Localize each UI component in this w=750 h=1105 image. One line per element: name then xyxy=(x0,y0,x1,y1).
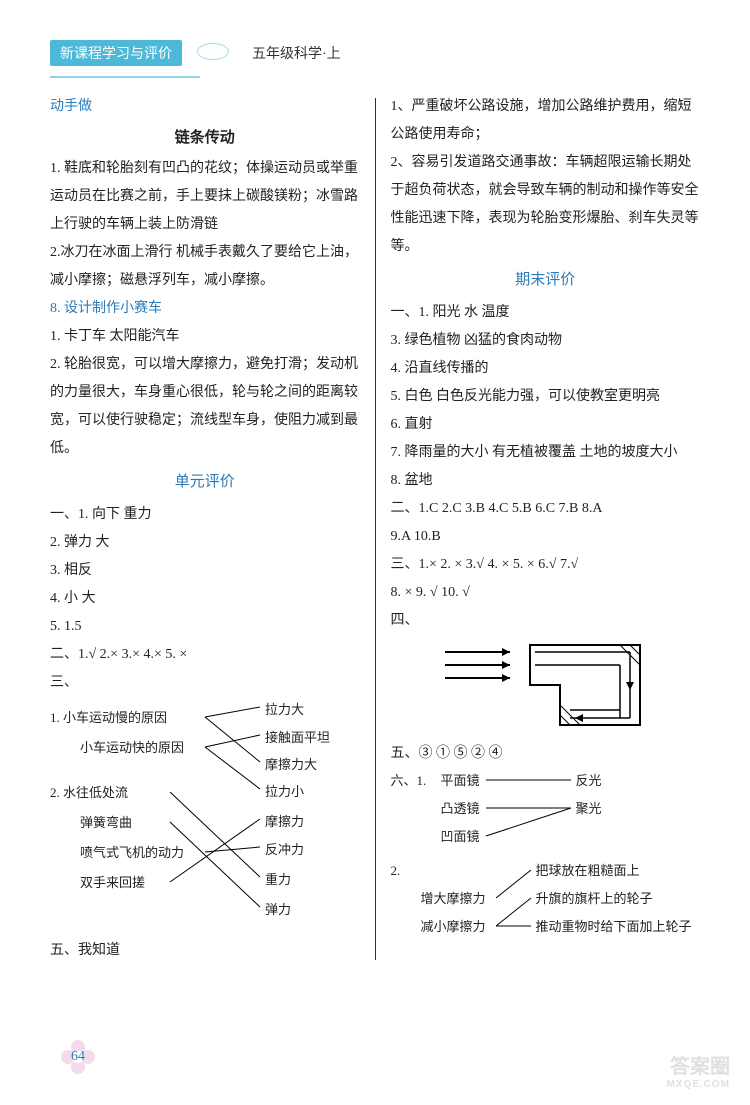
match-item: 弹簧弯曲 xyxy=(80,810,132,836)
content-area: 动手做 链条传动 1. 鞋底和轮胎刻有凹凸的花纹；体操运动员或举重运动员在比赛之… xyxy=(0,83,750,985)
text-line: 2、容易引发道路交通事故：车辆超限运输长期处于超负荷状态，就会导致车辆的制动和操… xyxy=(391,149,701,261)
answer-line: 五、③ ① ⑤ ② ④ xyxy=(391,740,701,768)
answer-line: 3. 相反 xyxy=(50,557,360,585)
header-subtitle: 五年级科学·上 xyxy=(252,43,341,63)
light-path-diagram xyxy=(391,640,701,735)
match-item: 接触面平坦 xyxy=(265,725,330,751)
text-line: 1. 鞋底和轮胎刻有凹凸的花纹；体操运动员或举重运动员在比赛之前，手上要抹上碳酸… xyxy=(50,155,360,239)
matching-diagram: 1. 小车运动慢的原因 小车运动快的原因 2. 水往低处流 弹簧弯曲 喷气式飞机… xyxy=(50,697,360,937)
answer-line: 5. 1.5 xyxy=(50,613,360,641)
answer-line: 三、 xyxy=(50,669,360,697)
match-item: 弹力 xyxy=(265,897,291,923)
section-heading: 动手做 xyxy=(50,93,360,121)
watermark-sub: MXQE.COM xyxy=(666,1079,730,1090)
answer-line: 五、我知道 xyxy=(50,937,360,965)
pair-svg xyxy=(391,768,691,858)
match-item: 1. 小车运动慢的原因 xyxy=(50,705,167,731)
answer-line: 四、 xyxy=(391,607,701,635)
pair-item: 平面镜 xyxy=(441,768,480,794)
pair-item: 凹面镜 xyxy=(441,824,480,850)
mirror-match-diagram: 六、1. 平面镜 凸透镜 凹面镜 反光 聚光 xyxy=(391,768,701,858)
section-heading: 8. 设计制作小赛车 xyxy=(50,295,360,323)
match-item: 小车运动快的原因 xyxy=(80,735,184,761)
text-line: 1、严重破坏公路设施，增加公路维护费用，缩短公路使用寿命； xyxy=(391,93,701,149)
text-line: 1. 卡丁车 太阳能汽车 xyxy=(50,323,360,351)
answer-line: 一、1. 阳光 水 温度 xyxy=(391,299,701,327)
match-item: 重力 xyxy=(265,867,291,893)
pair-item: 增大摩擦力 xyxy=(421,886,486,912)
answer-line: 5. 白色 白色反光能力强，可以使教室更明亮 xyxy=(391,383,701,411)
pair-item: 反光 xyxy=(576,768,602,794)
page-footer: 64 xyxy=(60,1039,96,1075)
pair-item: 推动重物时给下面加上轮子 xyxy=(536,914,692,940)
match-item: 摩擦力大 xyxy=(265,752,317,778)
match-item: 2. 水往低处流 xyxy=(50,780,128,806)
text-line: 2.冰刀在冰面上滑行 机械手表戴久了要给它上油，减小摩擦；磁悬浮列车，减小摩擦。 xyxy=(50,239,360,295)
page-header: 新课程学习与评价 五年级科学·上 xyxy=(0,0,750,76)
watermark: 答案圈 MXQE.COM xyxy=(666,1050,730,1090)
match-item: 拉力小 xyxy=(265,779,304,805)
header-badge: 新课程学习与评价 xyxy=(50,40,182,66)
lotus-icon xyxy=(197,43,237,63)
match-item: 反冲力 xyxy=(265,837,304,863)
pair-item: 凸透镜 xyxy=(441,796,480,822)
match-item: 拉力大 xyxy=(265,697,304,723)
answer-line: 6. 直射 xyxy=(391,411,701,439)
answer-line: 9.A 10.B xyxy=(391,523,701,551)
pair-item: 减小摩擦力 xyxy=(421,914,486,940)
section-title: 单元评价 xyxy=(50,467,360,497)
answer-line: 8. 盆地 xyxy=(391,467,701,495)
right-column: 1、严重破坏公路设施，增加公路维护费用，缩短公路使用寿命； 2、容易引发道路交通… xyxy=(376,93,701,965)
subsection-title: 链条传动 xyxy=(50,123,360,153)
match-item: 摩擦力 xyxy=(265,809,304,835)
light-svg xyxy=(435,640,655,735)
answer-line: 4. 沿直线传播的 xyxy=(391,355,701,383)
page-number-badge: 64 xyxy=(60,1039,96,1075)
pair-item: 聚光 xyxy=(576,796,602,822)
text-line: 2. 轮胎很宽，可以增大摩擦力，避免打滑；发动机的力量很大，车身重心很低，轮与轮… xyxy=(50,351,360,463)
left-column: 动手做 链条传动 1. 鞋底和轮胎刻有凹凸的花纹；体操运动员或举重运动员在比赛之… xyxy=(50,93,375,965)
answer-line: 3. 绿色植物 凶猛的食肉动物 xyxy=(391,327,701,355)
answer-line: 2. 弹力 大 xyxy=(50,529,360,557)
pair-label: 2. xyxy=(391,858,401,884)
page-number: 64 xyxy=(71,1049,85,1065)
section-title: 期末评价 xyxy=(391,265,701,295)
pair-label: 六、1. xyxy=(391,768,427,794)
header-underline xyxy=(50,76,200,78)
answer-line: 一、1. 向下 重力 xyxy=(50,501,360,529)
answer-line: 三、1.× 2. × 3.√ 4. × 5. × 6.√ 7.√ xyxy=(391,551,701,579)
answer-line: 8. × 9. √ 10. √ xyxy=(391,579,701,607)
answer-line: 二、1.C 2.C 3.B 4.C 5.B 6.C 7.B 8.A xyxy=(391,495,701,523)
pair-item: 升旗的旗杆上的轮子 xyxy=(536,886,653,912)
match-item: 双手来回搓 xyxy=(80,870,145,896)
answer-line: 二、1.√ 2.× 3.× 4.× 5. × xyxy=(50,641,360,669)
answer-line: 7. 降雨量的大小 有无植被覆盖 土地的坡度大小 xyxy=(391,439,701,467)
match-item: 喷气式飞机的动力 xyxy=(80,840,184,866)
watermark-main: 答案圈 xyxy=(666,1050,730,1079)
friction-match-diagram: 2. 增大摩擦力 减小摩擦力 把球放在粗糙面上 升旗的旗杆上的轮子 推动重物时给… xyxy=(391,858,701,953)
pair-item: 把球放在粗糙面上 xyxy=(536,858,640,884)
answer-line: 4. 小 大 xyxy=(50,585,360,613)
